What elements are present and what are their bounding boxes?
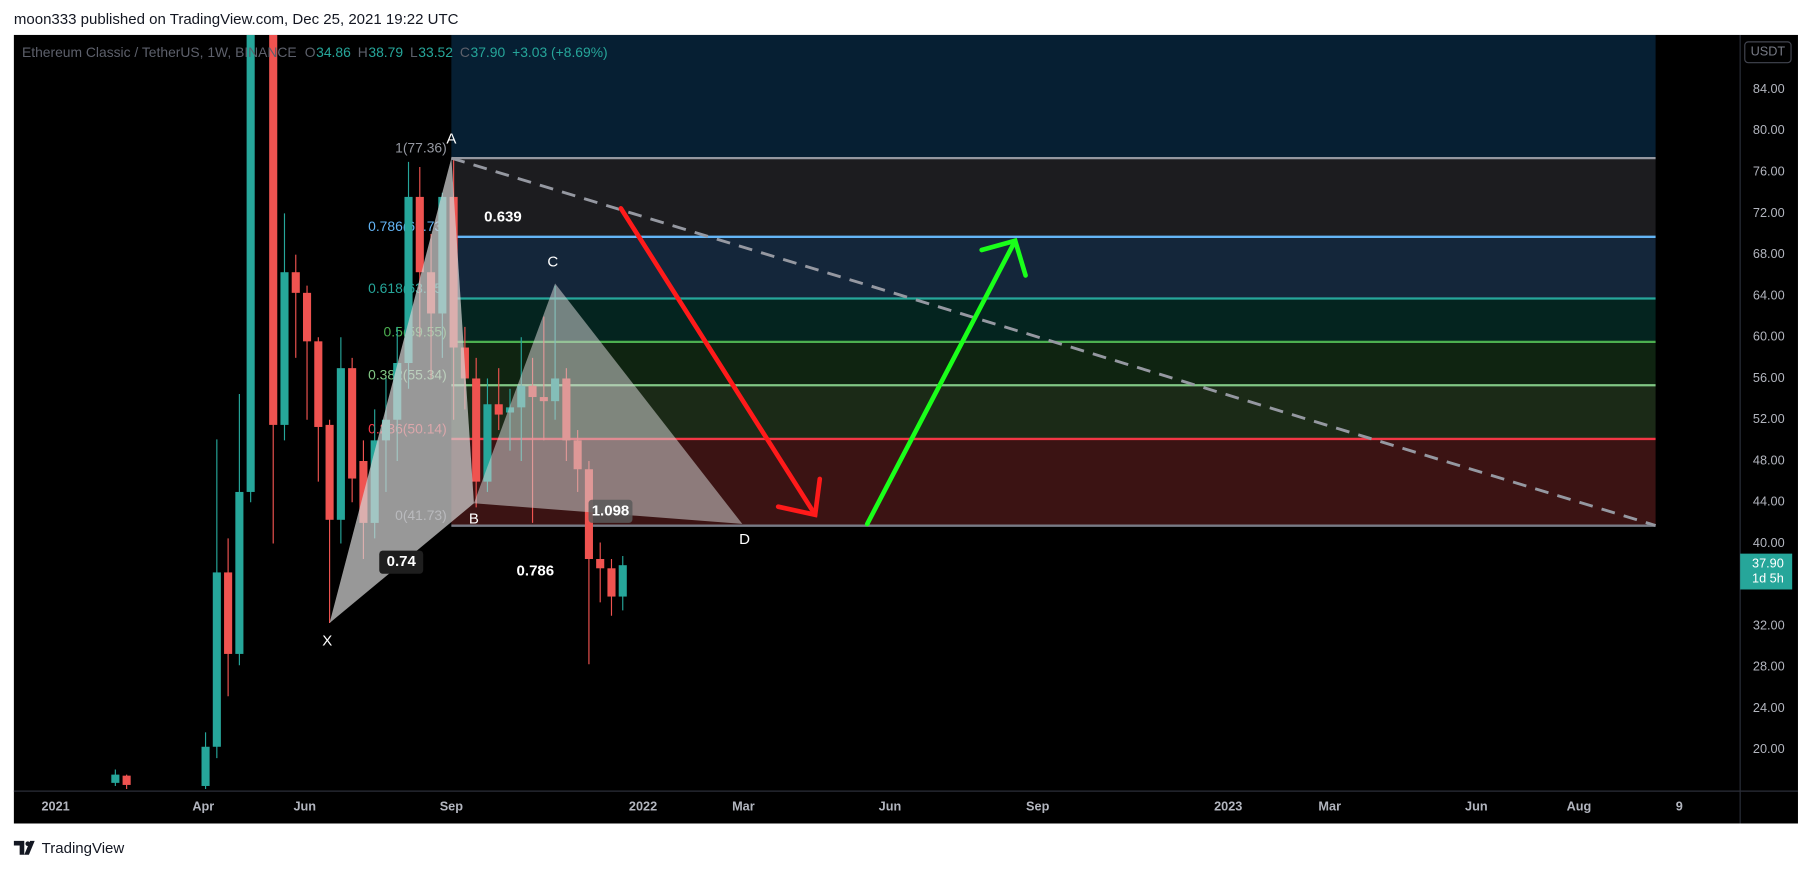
y-tick-label: 56.00 (1753, 370, 1785, 385)
header-text: O (305, 44, 316, 60)
candle-body (483, 404, 492, 482)
ratio-label: 0.639 (484, 209, 522, 226)
fib-zone-top (451, 34, 1656, 159)
candle-body (246, 34, 255, 492)
candle-body (494, 404, 503, 415)
fib-zone (451, 236, 1656, 299)
x-tick-label: Jun (879, 799, 902, 814)
header-text: Ethereum Classic / TetherUS, 1W, BINANCE (22, 44, 297, 60)
ratio-box (379, 550, 424, 574)
x-tick-label: Sep (1026, 799, 1050, 814)
pattern-triangle-xab (329, 158, 474, 623)
candle-body (269, 34, 278, 425)
arrows (618, 206, 1028, 527)
pattern-triangle-bcd (473, 283, 743, 524)
y-tick-label: 52.00 (1753, 411, 1785, 426)
x-tick-label: Sep (440, 799, 464, 814)
candle-body (302, 292, 312, 342)
y-tick-label: 48.00 (1753, 452, 1785, 467)
last-price-label: 37.90 (1752, 555, 1784, 570)
fib-zone (451, 341, 1656, 386)
pattern-point-label: C (547, 254, 558, 271)
header-text: 37.90 (471, 44, 506, 60)
candle-body (325, 424, 334, 520)
y-tick-label: 76.00 (1753, 164, 1785, 179)
candle-body (618, 565, 627, 597)
candle-body (472, 378, 481, 482)
x-tick-label: 2023 (1214, 799, 1242, 814)
axes: 20.0024.0028.0032.0036.0040.0044.0048.00… (41, 81, 1793, 814)
ratio-box (588, 499, 633, 523)
x-tick-label: Jun (293, 799, 316, 814)
x-tick-label: Apr (192, 799, 214, 814)
candle-body (122, 775, 131, 785)
brand-logo (13, 840, 35, 855)
pattern-point-label: B (469, 510, 479, 527)
last-price-tag (1740, 553, 1793, 590)
candle-body (224, 572, 233, 654)
y-tick-label: 32.00 (1753, 617, 1785, 632)
x-tick-label: Jun (1465, 799, 1488, 814)
x-tick-label: 2021 (41, 799, 69, 814)
candle-body (212, 572, 221, 747)
candle-body (596, 559, 605, 569)
candle-body (348, 368, 357, 479)
y-tick-label: 84.00 (1753, 81, 1785, 96)
y-tick-label: 64.00 (1753, 287, 1785, 302)
x-tick-label: Aug (1567, 799, 1592, 814)
x-tick-label: Mar (732, 799, 755, 814)
candle-body (280, 272, 289, 425)
x-tick-label: 9 (1676, 799, 1683, 814)
countdown-label: 1d 5h (1752, 570, 1784, 585)
green-arrow (864, 237, 1028, 527)
pattern-point-label: D (739, 531, 750, 548)
candle-body (235, 491, 244, 654)
y-tick-label: 68.00 (1753, 246, 1785, 261)
publisher-line: moon333 published on TradingView.com, De… (14, 11, 459, 28)
ticker-header: Ethereum Classic / TetherUS, 1W, BINANCE… (22, 44, 608, 60)
ratio-label: 0.786 (517, 562, 555, 579)
brand: TradingView (42, 840, 125, 857)
red-arrow (618, 206, 823, 518)
pattern-point-label: A (446, 131, 456, 148)
candle-body (291, 272, 300, 293)
currency-box (1744, 41, 1792, 64)
y-tick-label: 20.00 (1753, 741, 1785, 756)
candle-body (607, 568, 616, 597)
fib-zone (451, 158, 1656, 237)
candle-body (415, 196, 424, 273)
candle-body (404, 196, 413, 363)
candle-body (314, 341, 323, 427)
header-text: L (410, 44, 418, 60)
x-tick-label: Mar (1318, 799, 1341, 814)
header-text: 33.52 (418, 44, 453, 60)
y-tick-label: 44.00 (1753, 494, 1785, 509)
pattern-point-label: X (322, 632, 332, 649)
fib-level-label: 1(77.36) (395, 140, 447, 156)
y-tick-label: 28.00 (1753, 659, 1785, 674)
plot-area: 1(77.36)0.786(69.73)0.618(63.75)0.5(59.5… (111, 34, 1657, 790)
header-text: C (460, 44, 470, 60)
trendline (450, 156, 1657, 527)
header-text: +3.03 (+8.69%) (512, 44, 608, 60)
ratio-label: 0.74 (387, 553, 417, 570)
header-text: 34.86 (316, 44, 351, 60)
y-tick-label: 80.00 (1753, 122, 1785, 137)
x-tick-label: 2022 (629, 799, 657, 814)
y-tick-label: 24.00 (1753, 700, 1785, 715)
y-tick-label: 60.00 (1753, 329, 1785, 344)
y-tick-label: 72.00 (1753, 205, 1785, 220)
currency: USDT (1751, 44, 1786, 59)
candle-body (336, 368, 345, 520)
fib-zone (451, 298, 1656, 342)
header-text: 38.79 (368, 44, 403, 60)
ratio-label: 1.098 (592, 502, 630, 519)
candle-body (201, 746, 210, 786)
candle-body (359, 461, 368, 523)
candle-body (460, 347, 469, 379)
y-tick-label: 40.00 (1753, 535, 1785, 550)
candle-body (111, 774, 120, 783)
header-text: H (358, 44, 368, 60)
